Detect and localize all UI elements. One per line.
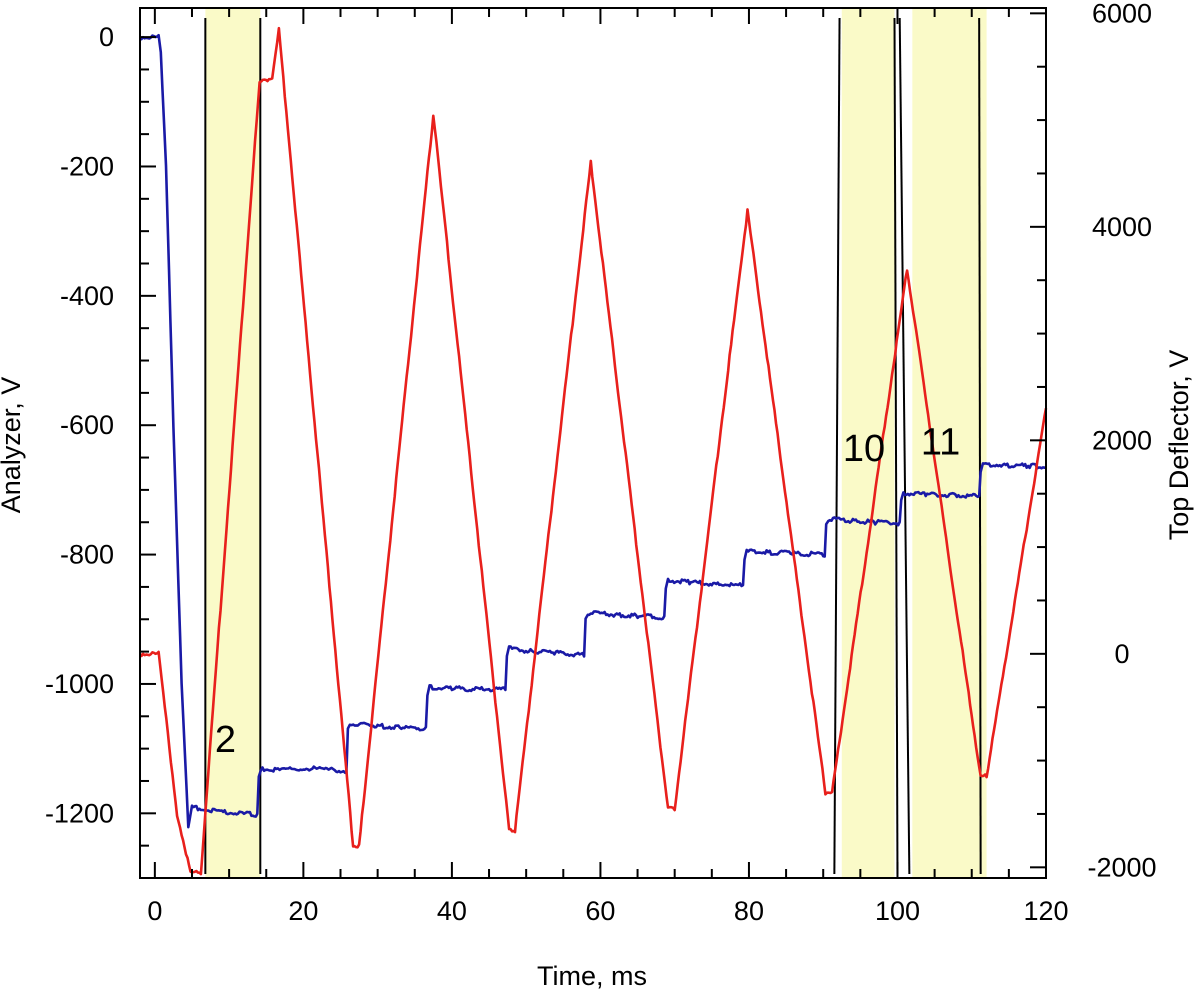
x-tick-label: 60 <box>585 896 615 926</box>
highlight-band <box>841 8 895 878</box>
band-boundary-line <box>898 17 911 875</box>
band-label: 10 <box>843 428 885 470</box>
annotations: 2 10 11 <box>215 421 960 761</box>
analyzer-series-line <box>138 33 1047 829</box>
y2-tick-label: 4000 <box>1092 212 1152 242</box>
y-tick-label: -1200 <box>45 798 114 828</box>
band-boundary-line <box>833 17 841 875</box>
y-tick-label: -400 <box>60 281 114 311</box>
band-label: 2 <box>215 719 236 761</box>
y-tick-label: -600 <box>60 410 114 440</box>
x-tick-label: 0 <box>147 896 162 926</box>
y-tick-label: -800 <box>60 540 114 570</box>
y-tick-label: -200 <box>60 151 114 181</box>
top-deflector-series-line <box>138 26 1048 876</box>
y-tick-label: -1000 <box>45 669 114 699</box>
x-axis-title: Time, ms <box>537 961 647 991</box>
y2-tick-label: 2000 <box>1092 425 1152 455</box>
y-tick-label: 0 <box>99 22 114 52</box>
data-series <box>138 26 1048 876</box>
band-boundary-line <box>978 17 982 875</box>
highlight-band <box>956 8 987 878</box>
highlight-bands <box>204 8 987 878</box>
band-boundary-line <box>893 17 899 875</box>
y2-tick-label: -2000 <box>1087 852 1156 882</box>
y2-axis-title: Top Deflector, V <box>1164 350 1194 541</box>
x-tick-label: 100 <box>875 896 920 926</box>
x-tick-label: 20 <box>288 896 318 926</box>
y2-tick-label: 6000 <box>1092 0 1152 28</box>
x-tick-label: 80 <box>734 896 764 926</box>
axis-ticks: 0 20 40 60 80 100 1200-200-400-600-800-1000-12… <box>45 0 1157 926</box>
x-tick-label: 120 <box>1023 896 1068 926</box>
x-tick-label: 40 <box>437 896 467 926</box>
y-axis-title: Analyzer, V <box>0 377 26 514</box>
y2-tick-label: 0 <box>1114 639 1129 669</box>
band-label: 11 <box>921 421 960 463</box>
plot-frame <box>139 7 1047 879</box>
